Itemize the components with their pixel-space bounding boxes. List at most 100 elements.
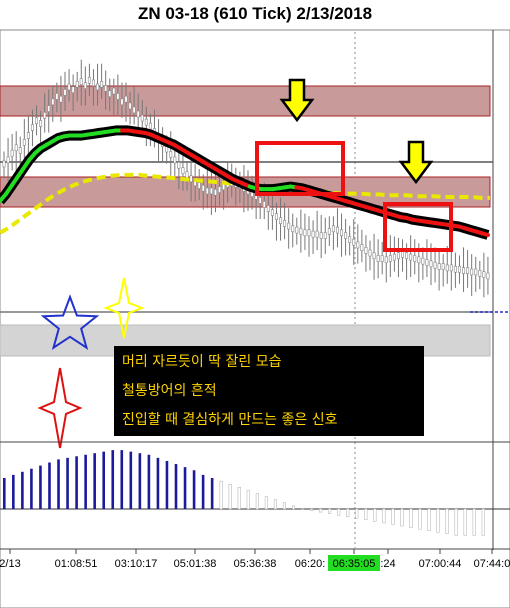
price-bar <box>26 115 30 159</box>
price-bar-body <box>47 105 51 112</box>
price-bar <box>108 78 112 111</box>
x-tick-label: 2/13 <box>0 558 21 570</box>
red-star <box>37 367 83 449</box>
price-bar <box>441 254 445 287</box>
price-bar <box>209 170 213 215</box>
histogram-bar <box>84 454 87 509</box>
histogram-bar <box>273 499 277 510</box>
price-bar <box>132 86 136 125</box>
histogram-bar <box>219 480 223 510</box>
histogram-bar <box>481 508 485 536</box>
price-bar-body <box>360 244 364 251</box>
price-bar <box>14 131 18 172</box>
price-bar <box>274 202 278 241</box>
price-bar <box>445 246 449 284</box>
histogram-bar <box>246 490 250 510</box>
histogram-bar <box>48 462 51 509</box>
price-bar-body <box>270 209 274 216</box>
price-bar <box>79 59 83 106</box>
price-bar-body <box>445 264 449 272</box>
histogram-bar <box>355 508 359 519</box>
price-bar <box>96 63 100 106</box>
price-bar-body <box>197 182 201 189</box>
price-bar <box>67 69 71 102</box>
price-bar-body <box>108 90 112 98</box>
price-bar <box>372 233 376 280</box>
price-bar <box>380 241 384 275</box>
price-bar <box>47 89 51 133</box>
x-tick-label: 05:01:38 <box>174 558 217 570</box>
annotation-line-2: 철통방어의 흔적 <box>122 383 217 399</box>
price-bar <box>478 260 482 290</box>
histogram-bar <box>174 464 178 509</box>
histogram-bar <box>3 478 6 509</box>
price-bar-body <box>291 225 295 233</box>
price-bar-body <box>283 220 287 227</box>
price-bar-body <box>169 151 173 158</box>
price-bar-body <box>96 83 100 91</box>
price-bar <box>279 197 283 241</box>
price-bar-body <box>331 225 335 233</box>
histogram-bar <box>436 508 440 533</box>
histogram-bar <box>400 508 404 527</box>
price-bar <box>35 105 39 136</box>
histogram-bar <box>30 468 33 509</box>
price-bar-body <box>388 255 392 262</box>
price-bar <box>71 74 75 111</box>
histogram-bar <box>237 487 241 510</box>
histogram-bar <box>210 478 214 509</box>
price-bar <box>295 217 299 245</box>
price-bar-body <box>71 86 75 93</box>
price-bar-body <box>327 228 331 235</box>
x-tick-label: 01:08:51 <box>55 558 98 570</box>
price-bar-body <box>356 241 360 249</box>
price-bar <box>331 216 335 251</box>
price-bar <box>360 229 364 263</box>
price-bar-body <box>30 124 34 131</box>
price-bar <box>30 109 34 147</box>
price-bar-body <box>201 184 205 192</box>
price-bar-body <box>303 229 307 237</box>
price-bar <box>486 256 490 295</box>
price-bar-body <box>413 255 417 262</box>
price-bar-body <box>470 268 474 276</box>
annotation-line-3: 진입할 때 결심하게 만드는 좋은 신호 <box>122 412 338 428</box>
chart-title: ZN 03-18 (610 Tick) 2/13/2018 <box>137 4 373 23</box>
price-bar <box>384 246 388 283</box>
x-tick-label: 06:35:05 <box>333 558 376 570</box>
histogram-bar <box>57 459 60 509</box>
price-bar-body <box>18 147 22 154</box>
histogram-bar <box>192 470 196 509</box>
price-bar <box>59 75 63 122</box>
price-bar-body <box>100 81 104 88</box>
histogram-bar <box>111 450 115 509</box>
price-bar-body <box>372 252 376 260</box>
price-bar <box>116 74 120 117</box>
histogram-bar <box>129 451 133 509</box>
annotation-line-1: 머리 자르듯이 딱 잘린 모습 <box>122 354 282 370</box>
histogram-bar <box>39 465 42 509</box>
price-bar-body <box>352 238 356 246</box>
price-bar-body <box>433 261 437 269</box>
price-bar <box>482 252 486 298</box>
price-bar-body <box>75 81 79 88</box>
price-bar <box>344 219 348 256</box>
price-bar-body <box>335 226 339 234</box>
price-bar-body <box>396 252 400 260</box>
histogram-bar <box>391 508 395 525</box>
price-bar-body <box>140 114 144 122</box>
price-bar <box>39 111 43 145</box>
histogram-bar <box>373 508 377 522</box>
price-bar <box>356 224 360 264</box>
price-bar-body <box>177 162 181 169</box>
price-bar <box>87 63 91 97</box>
price-bar-body <box>392 253 396 261</box>
histogram-bar <box>156 457 160 509</box>
price-bar-body <box>417 256 421 264</box>
price-bar-body <box>63 89 67 96</box>
price-bar-body <box>35 117 39 125</box>
histogram-bar <box>454 508 458 536</box>
histogram-bar <box>409 508 413 528</box>
price-bar-body <box>457 265 461 273</box>
